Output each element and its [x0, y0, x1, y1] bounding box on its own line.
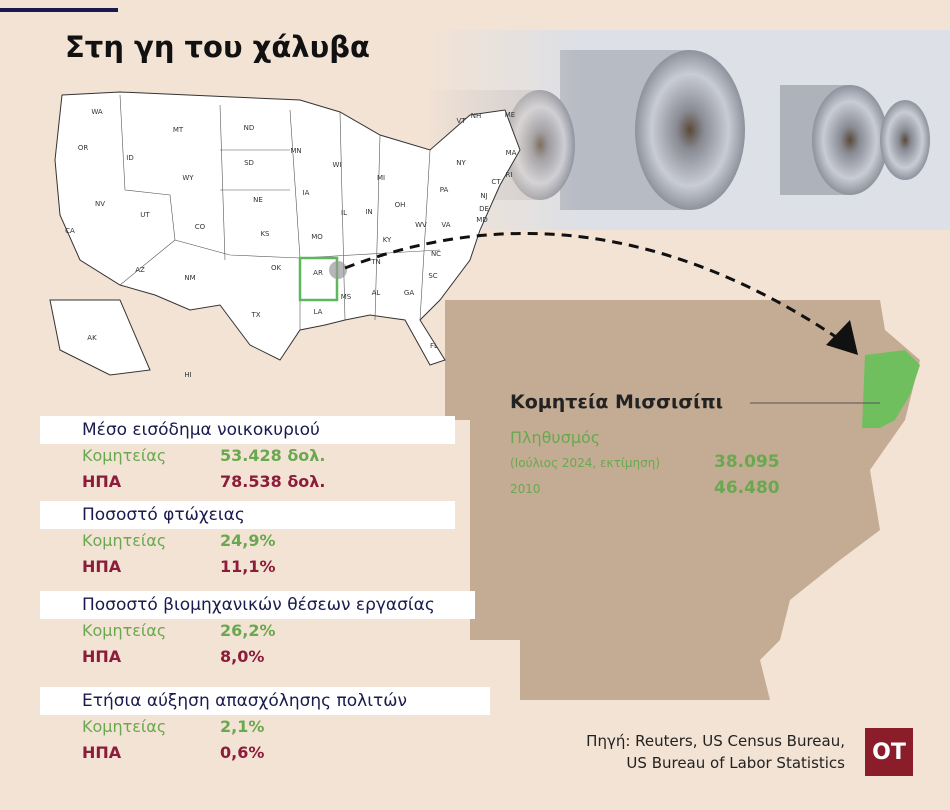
state-label: OH	[395, 201, 406, 209]
stat-title: Ποσοστό βιομηχανικών θέσεων εργασίας	[82, 595, 435, 615]
arrow-head	[826, 320, 858, 355]
state-label: RI	[506, 171, 513, 179]
state-label: MS	[341, 293, 352, 301]
county-name: Κομητεία Μισσισίπι	[510, 391, 723, 413]
stat-bar	[40, 416, 455, 444]
county-value: 53.428 δολ.	[220, 446, 326, 465]
state-label: VA	[441, 221, 450, 229]
state-label: WY	[182, 174, 194, 182]
county-label: Κομητείας	[82, 621, 167, 640]
arkansas-highlight	[298, 256, 339, 302]
us-label: ΗΠΑ	[82, 743, 122, 762]
state-label: OK	[271, 264, 282, 272]
state-label: SC	[428, 272, 437, 280]
state-label: CA	[65, 227, 75, 235]
state-label: WI	[333, 161, 342, 169]
state-label: AL	[372, 289, 381, 297]
county-label: Κομητείας	[82, 531, 167, 550]
state-label: NM	[184, 274, 195, 282]
source: Πηγή: Reuters, US Census Bureau, US Burea…	[586, 730, 845, 774]
state-label: OR	[78, 144, 89, 152]
source-line: Πηγή: Reuters, US Census Bureau,	[586, 732, 845, 750]
state-label: AR	[313, 269, 323, 277]
county-value: 24,9%	[220, 531, 276, 550]
steel-photo	[420, 30, 950, 230]
state-label: KY	[383, 236, 392, 244]
state-label: VT	[456, 117, 466, 125]
stat-bar	[40, 591, 475, 619]
county-value: 2,1%	[220, 717, 265, 736]
us-value: 11,1%	[220, 557, 276, 576]
row-label: 2010	[510, 482, 541, 496]
state-label: NC	[431, 250, 441, 258]
us-value: 8,0%	[220, 647, 265, 666]
state-label: KS	[260, 230, 270, 238]
state-label: AK	[87, 334, 97, 342]
state-label: TX	[250, 311, 260, 319]
state-label: NJ	[480, 192, 487, 200]
state-label: MA	[506, 149, 517, 157]
county-shape	[862, 350, 920, 428]
state-label: WV	[415, 221, 427, 229]
row-value: 46.480	[714, 478, 780, 498]
source-line: US Bureau of Labor Statistics	[626, 754, 845, 772]
county-label: Κομητείας	[82, 446, 167, 465]
state-label: ME	[505, 111, 515, 119]
stat-bar	[40, 501, 455, 529]
us-label: ΗΠΑ	[82, 472, 122, 491]
state-label: DE	[479, 205, 489, 213]
state-label: MO	[311, 233, 323, 241]
county-label: Κομητείας	[82, 717, 167, 736]
state-label: WA	[91, 108, 103, 116]
state-label: IL	[341, 209, 347, 217]
county-value: 26,2%	[220, 621, 276, 640]
state-label: NH	[471, 112, 482, 120]
state-label: HI	[184, 371, 191, 379]
row-value: 38.095	[714, 452, 780, 472]
state-label: SD	[244, 159, 254, 167]
state-label: ID	[126, 154, 133, 162]
us-value: 0,6%	[220, 743, 265, 762]
state-label: AZ	[135, 266, 145, 274]
state-label: IA	[303, 189, 310, 197]
state-label: NY	[456, 159, 466, 167]
state-label: GA	[404, 289, 414, 297]
state-label: ND	[244, 124, 255, 132]
us-label: ΗΠΑ	[82, 647, 122, 666]
population-label: Πληθυσμός	[510, 428, 601, 447]
arkansas-shape	[445, 300, 920, 700]
state-label: CO	[195, 223, 206, 231]
stat-bar	[40, 687, 490, 715]
state-label: NV	[95, 200, 105, 208]
title: Στη γη του χάλυβα	[65, 30, 370, 64]
accent-bar	[0, 8, 118, 12]
state-label: FL	[430, 342, 438, 350]
state-label: LA	[314, 308, 323, 316]
stat-title: Μέσο εισόδημα νοικοκυριού	[82, 420, 320, 440]
state-label: CT	[491, 178, 501, 186]
state-label: MI	[377, 174, 385, 182]
state-label: NE	[253, 196, 263, 204]
arkansas-dot	[329, 261, 347, 279]
logo: OT	[865, 728, 913, 776]
state-label: MN	[290, 147, 301, 155]
stat-title: Ετήσια αύξηση απασχόλησης πολιτών	[82, 691, 407, 711]
alaska	[49, 299, 151, 376]
us-label: ΗΠΑ	[82, 557, 122, 576]
state-label: MT	[173, 126, 184, 134]
state-label: TN	[370, 258, 381, 266]
stat-title: Ποσοστό φτώχειας	[82, 505, 245, 525]
state-label: MD	[476, 216, 487, 224]
state-label: UT	[140, 211, 150, 219]
us-value: 78.538 δολ.	[220, 472, 326, 491]
state-label: PA	[440, 186, 449, 194]
row-label: (Ιούλιος 2024, εκτίμηση)	[510, 456, 661, 470]
arrow	[344, 232, 856, 352]
state-label: IN	[365, 208, 372, 216]
